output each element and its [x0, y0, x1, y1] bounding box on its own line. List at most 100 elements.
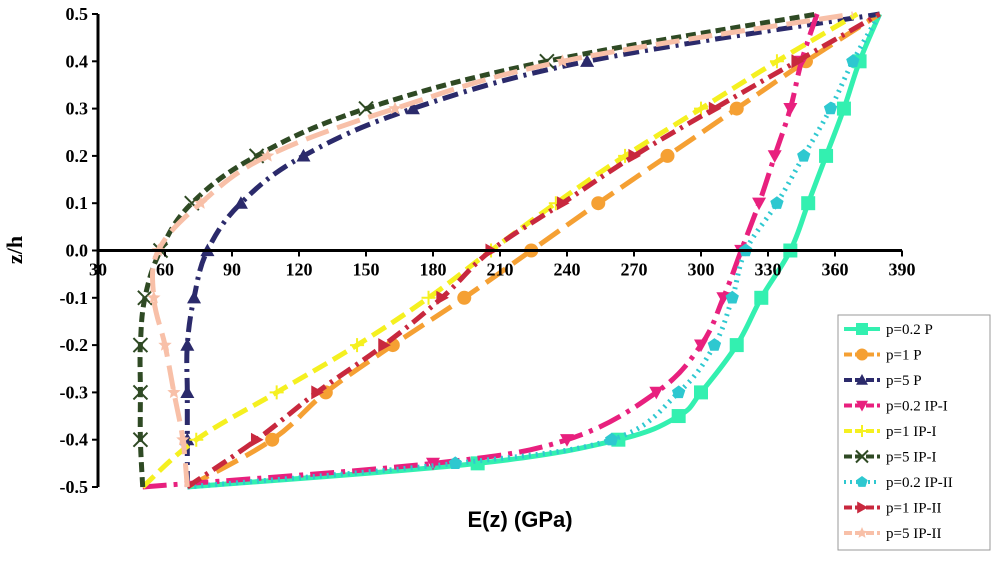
data-point	[783, 103, 798, 116]
data-point	[187, 290, 202, 304]
legend-marker	[855, 449, 869, 464]
data-point	[176, 432, 190, 446]
x-tick-label: 120	[286, 260, 313, 280]
x-tick-label: 300	[688, 260, 715, 280]
data-point	[250, 432, 264, 447]
legend-marker	[856, 323, 868, 335]
data-point	[189, 432, 204, 447]
legend-label: p=1 IP-I	[886, 424, 937, 440]
data-point	[147, 290, 161, 304]
data-point	[729, 101, 744, 116]
legend-item: p=1 P	[844, 348, 922, 364]
x-tick-label: 330	[755, 260, 782, 280]
legend-label: p=5 P	[886, 373, 922, 389]
x-tick-label: 150	[353, 260, 380, 280]
legend-item: p=1 IP-II	[844, 501, 942, 517]
series-8	[185, 11, 881, 490]
data-point	[167, 385, 181, 399]
data-point	[556, 196, 570, 211]
data-point	[421, 290, 436, 305]
data-point	[158, 338, 172, 351]
data-point	[708, 101, 722, 116]
series-line	[185, 11, 881, 490]
legend-marker	[856, 425, 868, 437]
ticks-layer: 30 60 90 120 150 180 210 240 270 300 330 360 390 0.5 0…	[60, 4, 916, 497]
legend-marker	[856, 476, 868, 487]
data-point	[770, 196, 784, 209]
data-point	[605, 432, 619, 446]
data-point	[694, 339, 708, 353]
data-point	[448, 456, 462, 469]
legend-label: p=0.2 IP-II	[886, 475, 953, 491]
data-point	[729, 338, 744, 353]
legend-item: p=5 P	[844, 373, 922, 389]
data-point	[672, 385, 686, 399]
data-point	[580, 54, 595, 67]
data-point	[457, 290, 472, 305]
data-point	[132, 384, 149, 401]
legend-item: p=0.2 IP-II	[844, 475, 953, 491]
y-tick-label: -0.4	[60, 430, 89, 450]
series-9	[147, 11, 854, 488]
y-tick-label: 0.4	[66, 51, 89, 71]
legend-marker	[856, 400, 868, 412]
legend-label: p=1 IP-II	[886, 501, 942, 517]
data-point	[269, 385, 284, 400]
y-tick-label: 0.0	[66, 241, 89, 261]
series-line	[187, 13, 882, 490]
legend: p=0.2 P p=1 P p=5 P p=0.2 IP-I p=1 IP-I p=5 I…	[837, 314, 991, 551]
data-point	[694, 385, 708, 400]
data-point	[725, 290, 739, 304]
series-layer	[132, 11, 882, 490]
data-point	[180, 385, 195, 398]
data-point	[265, 432, 280, 447]
data-point	[694, 101, 708, 116]
data-point	[296, 148, 311, 162]
data-point	[378, 338, 391, 353]
data-point	[754, 290, 769, 305]
data-point	[560, 434, 574, 447]
y-tick-label: 0.3	[66, 99, 89, 119]
data-point	[846, 54, 860, 67]
data-point	[769, 54, 784, 69]
data-point	[350, 338, 365, 353]
legend-label: p=1 P	[886, 348, 922, 364]
data-point	[671, 409, 686, 424]
data-point	[233, 196, 248, 209]
legend-item: p=0.2 IP-I	[844, 399, 948, 415]
x-tick-label: 360	[822, 260, 849, 280]
data-point	[767, 150, 782, 163]
legend-marker	[856, 527, 868, 538]
y-tick-label: 0.5	[66, 4, 89, 24]
legend-item: p=5 IP-II	[844, 526, 942, 542]
series-3	[180, 11, 881, 487]
data-point	[801, 196, 816, 211]
data-point	[707, 338, 722, 351]
y-axis-title: z/h	[2, 236, 27, 264]
data-point	[660, 148, 675, 163]
data-point	[358, 100, 374, 117]
data-point	[194, 196, 208, 209]
data-point	[132, 337, 149, 353]
y-tick-label: 0.2	[66, 146, 89, 166]
y-tick-label: -0.5	[60, 477, 89, 497]
data-point	[628, 148, 641, 163]
data-point	[591, 196, 606, 211]
x-tick-label: 210	[487, 260, 514, 280]
legend-marker	[857, 501, 868, 514]
y-tick-label: 0.1	[66, 193, 89, 213]
x-tick-label: 60	[156, 260, 174, 280]
data-point	[823, 101, 838, 115]
x-tick-label: 240	[554, 260, 581, 280]
legend-label: p=5 IP-II	[886, 526, 942, 542]
data-point	[388, 101, 402, 115]
legend-item: p=0.2 P	[844, 322, 933, 338]
x-axis-title: E(z) (GPa)	[467, 507, 572, 532]
data-point	[137, 290, 153, 306]
x-tick-label: 180	[420, 260, 447, 280]
data-point	[791, 54, 805, 69]
legend-label: p=0.2 P	[886, 322, 933, 338]
data-point	[261, 148, 275, 162]
legend-marker	[856, 348, 868, 361]
